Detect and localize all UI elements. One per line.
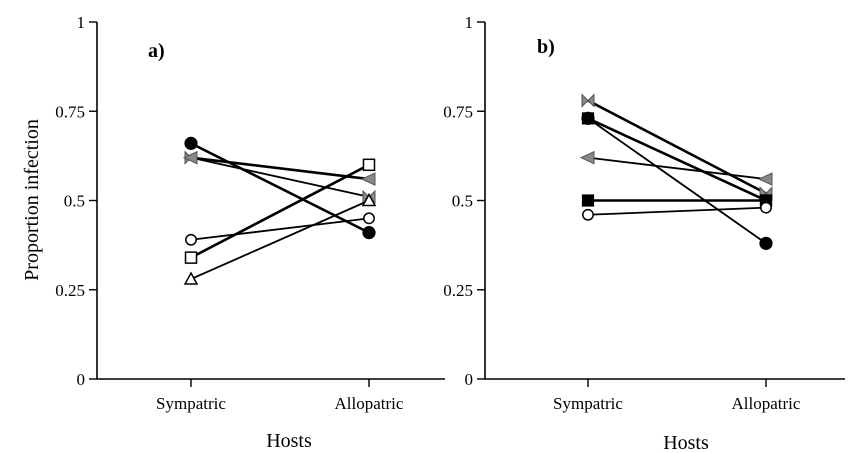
marker-filled-square xyxy=(581,194,595,207)
series xyxy=(581,93,773,201)
panel-b: 0 0.25 0.5 0.75 1 Sympatric Allopatric b) Hosts xyxy=(443,13,845,453)
marker-filled-circle xyxy=(184,136,198,150)
series-line xyxy=(587,206,767,216)
marker-open-circle xyxy=(760,201,772,214)
marker-open-triangle xyxy=(183,271,199,285)
y-tick-label: 0.75 xyxy=(55,102,85,121)
series-line xyxy=(190,142,370,234)
marker-grey-triangle xyxy=(757,172,773,186)
marker-grey-triangle xyxy=(579,150,595,165)
y-tick-label: 0.5 xyxy=(452,192,473,211)
series xyxy=(183,192,377,285)
y-tick-label: 1 xyxy=(77,13,86,32)
panel-a: 0 0.25 0.5 0.75 1 Sympatric Allopatric a) Hosts xyxy=(55,13,445,452)
marker-open-circle xyxy=(363,212,375,225)
panel-label: a) xyxy=(148,40,165,62)
y-tick-label: 0 xyxy=(77,370,86,389)
series-line xyxy=(190,156,370,181)
x-tick-label: Sympatric xyxy=(156,394,226,413)
y-tick-label: 0.5 xyxy=(64,192,85,211)
marker-filled-square xyxy=(581,112,595,125)
y-axis-title: Proportion infection xyxy=(21,119,43,281)
marker-open-circle xyxy=(185,233,197,246)
marker-open-triangle xyxy=(361,192,377,207)
y-tick-label: 0 xyxy=(465,370,474,389)
x-tick-label: Sympatric xyxy=(553,394,623,413)
marker-grey-triangle xyxy=(360,172,376,186)
series xyxy=(185,212,375,246)
panel-label: b) xyxy=(537,36,555,58)
y-tick-label: 0.25 xyxy=(443,281,473,300)
marker-bowtie-right xyxy=(587,93,595,108)
series xyxy=(581,194,773,207)
series xyxy=(582,201,772,221)
series-line xyxy=(587,117,767,245)
x-axis-title: Hosts xyxy=(663,432,709,453)
marker-open-square xyxy=(362,158,376,172)
series-line xyxy=(190,163,370,259)
series xyxy=(182,150,376,186)
series-line xyxy=(587,99,767,195)
x-tick-label: Allopatric xyxy=(335,394,404,413)
series-line xyxy=(190,156,370,198)
series xyxy=(581,112,773,207)
x-axis-title: Hosts xyxy=(266,430,312,452)
series-line xyxy=(587,156,767,180)
marker-filled-circle xyxy=(362,226,376,240)
series xyxy=(184,158,376,264)
marker-open-circle xyxy=(582,208,594,221)
marker-filled-circle xyxy=(759,236,773,250)
series xyxy=(579,150,773,186)
y-tick-label: 0.25 xyxy=(55,281,85,300)
series-line xyxy=(190,199,370,280)
y-tick-label: 1 xyxy=(465,13,474,32)
marker-grey-triangle xyxy=(182,150,198,165)
x-tick-label: Allopatric xyxy=(732,394,801,413)
series-line xyxy=(190,217,370,241)
marker-bowtie-left xyxy=(581,93,589,108)
series xyxy=(184,136,376,240)
series-line xyxy=(587,117,767,202)
y-tick-label: 0.75 xyxy=(443,102,473,121)
marker-open-square xyxy=(184,251,198,264)
